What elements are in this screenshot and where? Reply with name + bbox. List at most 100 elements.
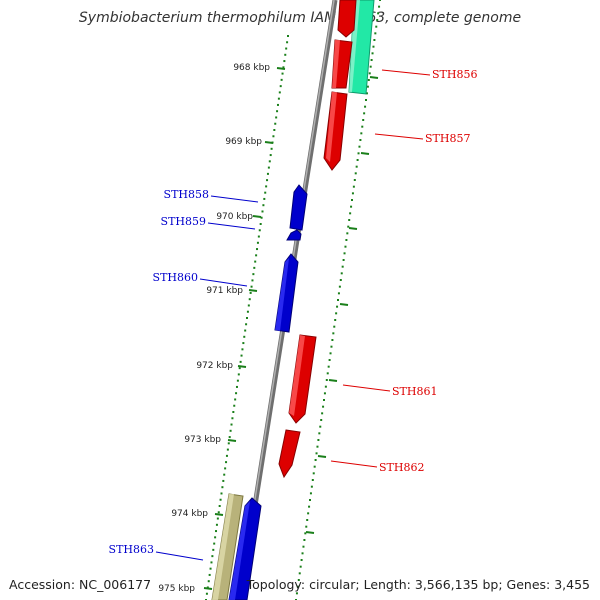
inner-ring-dot: [220, 492, 223, 495]
inner-ring-dot: [257, 235, 260, 238]
outer-ring-dot: [352, 185, 355, 188]
gene-arrow-STH858[interactable]: [289, 184, 308, 231]
outer-ring-dot: [315, 452, 318, 455]
outer-ring-dot: [318, 432, 321, 435]
outer-ring-dot: [368, 72, 371, 75]
kbp-tick: [252, 215, 262, 218]
gene-arrow-STH862[interactable]: [278, 429, 301, 479]
gene-label-STH856[interactable]: STH856: [432, 68, 477, 81]
outer-ring-dot: [323, 392, 326, 395]
outer-ring-dot: [354, 172, 357, 175]
outer-ring-dot: [356, 159, 359, 161]
inner-ring-dot: [287, 35, 289, 37]
inner-ring-dot: [246, 310, 249, 313]
leader-line-STH858: [210, 195, 259, 203]
inner-ring-dot: [232, 411, 235, 413]
inner-ring-dot: [230, 423, 233, 426]
outer-ring-dot: [296, 585, 299, 588]
gene-label-STH861[interactable]: STH861: [392, 385, 437, 398]
inner-ring-dot: [237, 373, 240, 376]
inner-ring-dot: [238, 367, 241, 370]
inner-ring-dot: [227, 442, 230, 445]
inner-ring-dot: [234, 398, 237, 401]
gene-label-STH858[interactable]: STH858: [164, 188, 209, 201]
inner-ring-dot: [276, 103, 279, 106]
gene-label-STH857[interactable]: STH857: [425, 132, 470, 145]
outer-tick: [317, 455, 327, 458]
inner-ring-dot: [213, 542, 216, 545]
outer-tick: [360, 152, 370, 155]
outer-ring-dot: [346, 232, 349, 235]
outer-ring-dot: [359, 139, 362, 141]
inner-ring-dot: [236, 379, 239, 382]
outer-ring-dot: [333, 325, 336, 328]
kbp-tick-label: 974 kbp: [171, 509, 208, 519]
inner-ring-dot: [255, 254, 258, 257]
outer-ring-dot: [376, 19, 379, 21]
features: [211, 0, 375, 600]
inner-ring-dot: [284, 53, 287, 56]
outer-ring-dot: [334, 319, 337, 321]
inner-ring-dot: [212, 548, 215, 551]
inner-ring-dot: [243, 335, 246, 338]
inner-ring-dot: [209, 567, 212, 570]
inner-ring-dot: [276, 110, 279, 113]
inner-ring-dot: [285, 47, 288, 50]
outer-ring-dot: [366, 85, 369, 88]
gene-arrow-STH860-highlight: [275, 258, 289, 331]
outer-ring-dot: [360, 132, 363, 135]
leader-line-STH859: [207, 222, 256, 230]
outer-ring-dot: [297, 579, 300, 581]
outer-ring-dot: [322, 405, 325, 408]
outer-ring-dot: [353, 179, 356, 181]
outer-tick: [339, 303, 349, 306]
inner-ring-dot: [250, 285, 253, 288]
gene-label-STH863[interactable]: STH863: [109, 543, 154, 556]
inner-ring-dot: [216, 517, 219, 520]
gene-label-STH862[interactable]: STH862: [379, 461, 424, 474]
inner-ring-dot: [270, 147, 273, 150]
outer-tick: [328, 379, 338, 382]
outer-ring-dot: [328, 359, 331, 361]
inner-ring-dot: [205, 592, 208, 595]
map-title: Symbiobacterium thermophilum IAM 14863, …: [79, 10, 521, 26]
outer-ring-dot: [316, 445, 319, 448]
inner-ring-dot: [245, 323, 248, 326]
outer-ring-dot: [341, 265, 344, 268]
outer-ring-dot: [340, 272, 343, 275]
inner-ring-dot: [282, 66, 285, 69]
outer-ring-dot: [339, 279, 342, 281]
inner-ring-dot: [269, 154, 272, 157]
outer-ring-dot: [306, 519, 309, 521]
inner-ring-dot: [221, 486, 224, 489]
inner-ring-dot: [272, 135, 275, 138]
outer-ring-dot: [348, 219, 351, 221]
outer-ring-dot: [372, 45, 375, 48]
kbp-tick: [276, 67, 286, 70]
kbp-tick-label: 970 kbp: [216, 212, 253, 222]
outer-ring-dot: [351, 199, 353, 201]
outer-ring-dot: [361, 125, 364, 128]
outer-ring-dot: [303, 539, 306, 541]
inner-ring-dot: [211, 555, 214, 558]
inner-ring-dot: [242, 342, 245, 345]
outer-ring-dot: [327, 365, 330, 368]
kbp-tick-label: 971 kbp: [206, 286, 243, 296]
gene-label-STH859[interactable]: STH859: [161, 215, 206, 228]
gene-label-STH860[interactable]: STH860: [153, 271, 198, 284]
leader-line-STH860: [199, 278, 248, 287]
inner-ring-dot: [254, 260, 257, 263]
outer-ring-dot: [337, 292, 340, 295]
gene-arrow-STH859[interactable]: [286, 229, 302, 241]
inner-ring-dot: [268, 160, 271, 163]
kbp-tick-label: 973 kbp: [184, 435, 221, 445]
inner-ring-dot: [214, 536, 217, 539]
outer-ring-dot: [329, 352, 332, 355]
outer-ring-dot: [330, 345, 333, 348]
outer-ring-dot: [369, 65, 372, 68]
gene-arrow-top[interactable]: [337, 0, 357, 38]
inner-ring-dot: [264, 191, 267, 194]
inner-ring-dot: [207, 580, 210, 583]
accession-text: Accession: NC_006177: [9, 577, 152, 592]
